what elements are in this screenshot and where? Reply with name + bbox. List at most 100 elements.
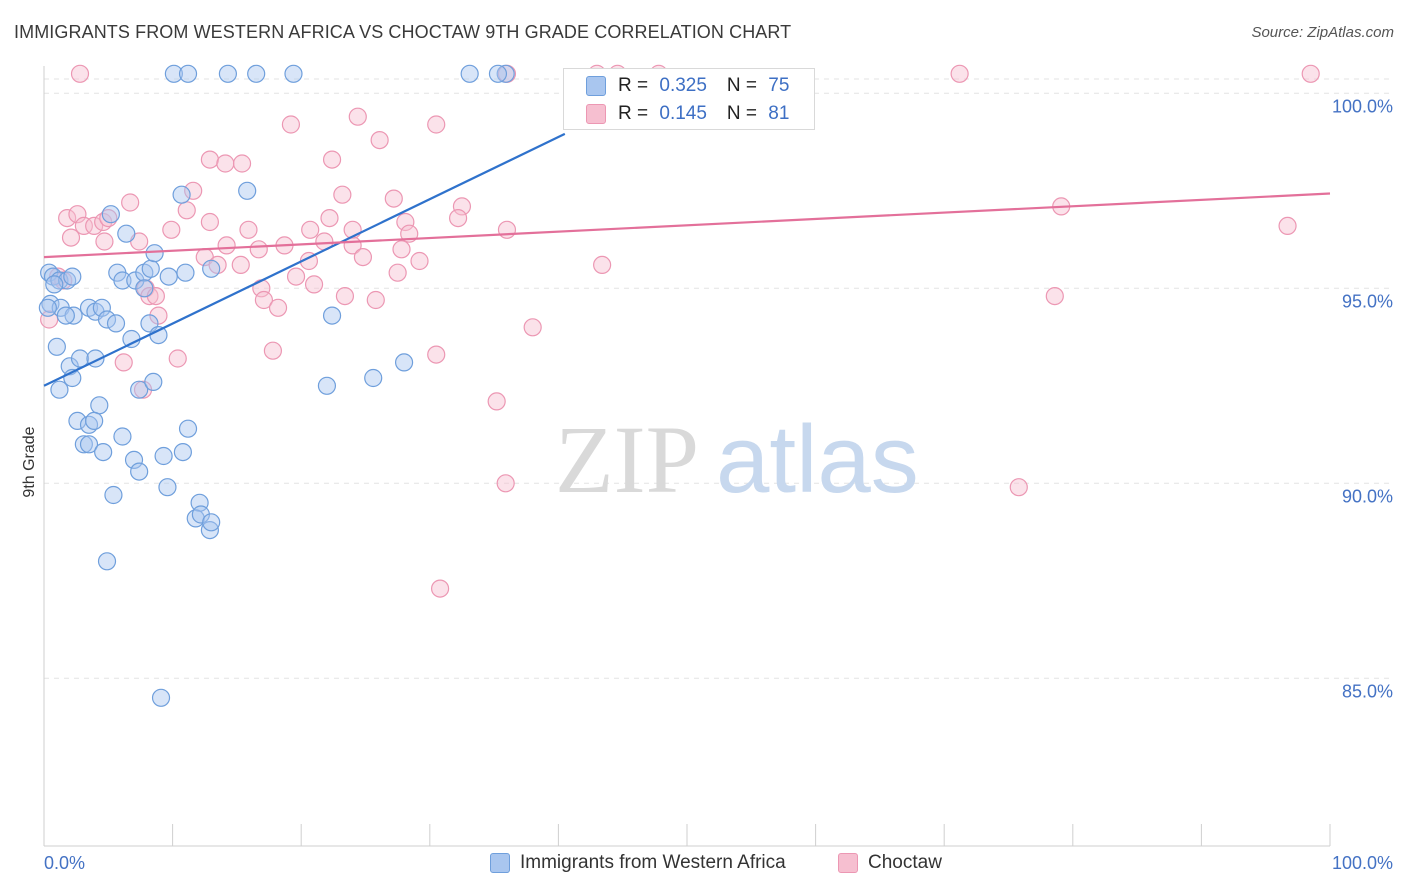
western-africa-point — [149, 326, 168, 345]
western-africa-point — [85, 411, 104, 430]
western-africa-point — [97, 310, 117, 329]
choctaw-point — [322, 150, 342, 169]
choctaw-point — [392, 240, 411, 259]
choctaw-point — [396, 212, 415, 232]
western-africa-point — [460, 64, 479, 83]
correlation-stats-box: R = 0.325 N = 75 R = 0.145 N = 81 — [563, 68, 815, 130]
y-tick-labels: 100.0% 95.0% 90.0% 85.0% — [1332, 96, 1393, 701]
stats-r-label: R = — [618, 75, 654, 96]
y-axis-title: 9th Grade — [21, 426, 38, 497]
choctaw-point — [370, 131, 389, 150]
stats-swatch-blue — [586, 76, 606, 96]
watermark-atlas: atlas — [716, 406, 919, 513]
x-tick-label-max: 100.0% — [1332, 853, 1393, 873]
choctaw-point — [200, 212, 219, 232]
western-africa-point — [144, 372, 163, 391]
legend-label: Choctaw — [868, 852, 942, 873]
western-africa-point — [178, 419, 198, 438]
choctaw-point — [162, 220, 181, 239]
western-africa-point — [64, 306, 83, 325]
choctaw-point — [1045, 287, 1064, 306]
western-africa-point — [151, 688, 171, 707]
choctaw-point — [281, 115, 301, 134]
western-africa-point — [63, 267, 82, 286]
legend-label: Immigrants from Western Africa — [520, 852, 786, 873]
western-africa-point — [90, 396, 109, 415]
choctaw-point — [1009, 478, 1028, 497]
western-africa-point — [104, 485, 123, 505]
choctaw-point — [496, 474, 515, 493]
choctaw-point — [335, 287, 355, 306]
western-africa-point — [117, 224, 136, 243]
choctaw-point — [286, 267, 306, 286]
western-africa-point — [135, 279, 154, 298]
choctaw-point — [320, 209, 339, 228]
choctaw-point — [61, 228, 81, 247]
western-africa-point — [178, 64, 198, 83]
western-africa-point — [164, 64, 183, 83]
choctaw-point — [231, 255, 250, 274]
western-africa-point — [176, 263, 195, 282]
choctaw-point — [249, 240, 268, 259]
western-africa-point — [394, 353, 414, 372]
choctaw-point — [263, 341, 283, 360]
western-africa-point — [56, 306, 75, 325]
stats-row-western-africa: R = 0.325 N = 75 — [586, 73, 789, 99]
western-africa-point — [130, 462, 149, 481]
choctaw-point — [348, 107, 367, 126]
source-label: Source: ZipAtlas.com — [1251, 24, 1394, 41]
legend-swatch-pink — [838, 853, 858, 873]
legend-item-choctaw[interactable]: Choctaw — [838, 852, 942, 874]
choctaw-point — [353, 248, 373, 267]
western-africa-point — [122, 329, 141, 349]
western-africa-point — [158, 478, 177, 497]
western-africa-point — [92, 298, 111, 317]
western-africa-point — [97, 552, 117, 571]
stats-swatch-pink — [586, 104, 606, 124]
stats-n-value: 75 — [768, 75, 790, 96]
choctaw-point — [58, 209, 77, 228]
western-africa-point — [218, 64, 237, 83]
choctaw-point — [427, 115, 446, 134]
western-africa-point — [202, 513, 221, 532]
choctaw-point — [333, 185, 352, 204]
axes — [43, 66, 1331, 847]
western-africa-point — [238, 181, 257, 200]
western-africa-point — [47, 337, 66, 356]
western-africa-point — [94, 443, 113, 462]
western-africa-trend-line — [43, 132, 566, 387]
western-africa-point — [200, 520, 219, 540]
y-tick-label: 100.0% — [1332, 96, 1393, 116]
western-africa-point — [317, 376, 337, 395]
western-africa-point — [124, 450, 144, 469]
stats-r-label: R = — [618, 103, 654, 124]
choctaw-points — [40, 64, 1320, 598]
western-africa-point — [106, 314, 126, 333]
choctaw-point — [430, 579, 450, 598]
stats-n-label: N = — [726, 75, 763, 96]
choctaw-point — [54, 271, 73, 290]
western-africa-point — [284, 64, 303, 83]
choctaw-point — [200, 150, 219, 169]
western-africa-point — [145, 244, 164, 263]
western-africa-point — [79, 435, 99, 454]
legend-item-western-africa[interactable]: Immigrants from Western Africa — [490, 852, 786, 874]
western-africa-point — [101, 205, 120, 224]
western-africa-point — [172, 185, 191, 204]
trend-lines — [43, 132, 1331, 387]
choctaw-point — [232, 154, 252, 173]
choctaw-trend-line — [43, 192, 1331, 259]
choctaw-point — [950, 64, 969, 83]
choctaw-point — [95, 232, 114, 251]
western-africa-point — [154, 446, 173, 466]
choctaw-point — [304, 275, 324, 294]
choctaw-point — [593, 255, 612, 274]
choctaw-point — [523, 318, 542, 337]
choctaw-point — [239, 220, 258, 239]
western-africa-point — [159, 267, 178, 286]
choctaw-point — [254, 290, 274, 310]
choctaw-point — [85, 216, 104, 235]
choctaw-point — [427, 345, 446, 364]
western-africa-point — [173, 443, 192, 462]
